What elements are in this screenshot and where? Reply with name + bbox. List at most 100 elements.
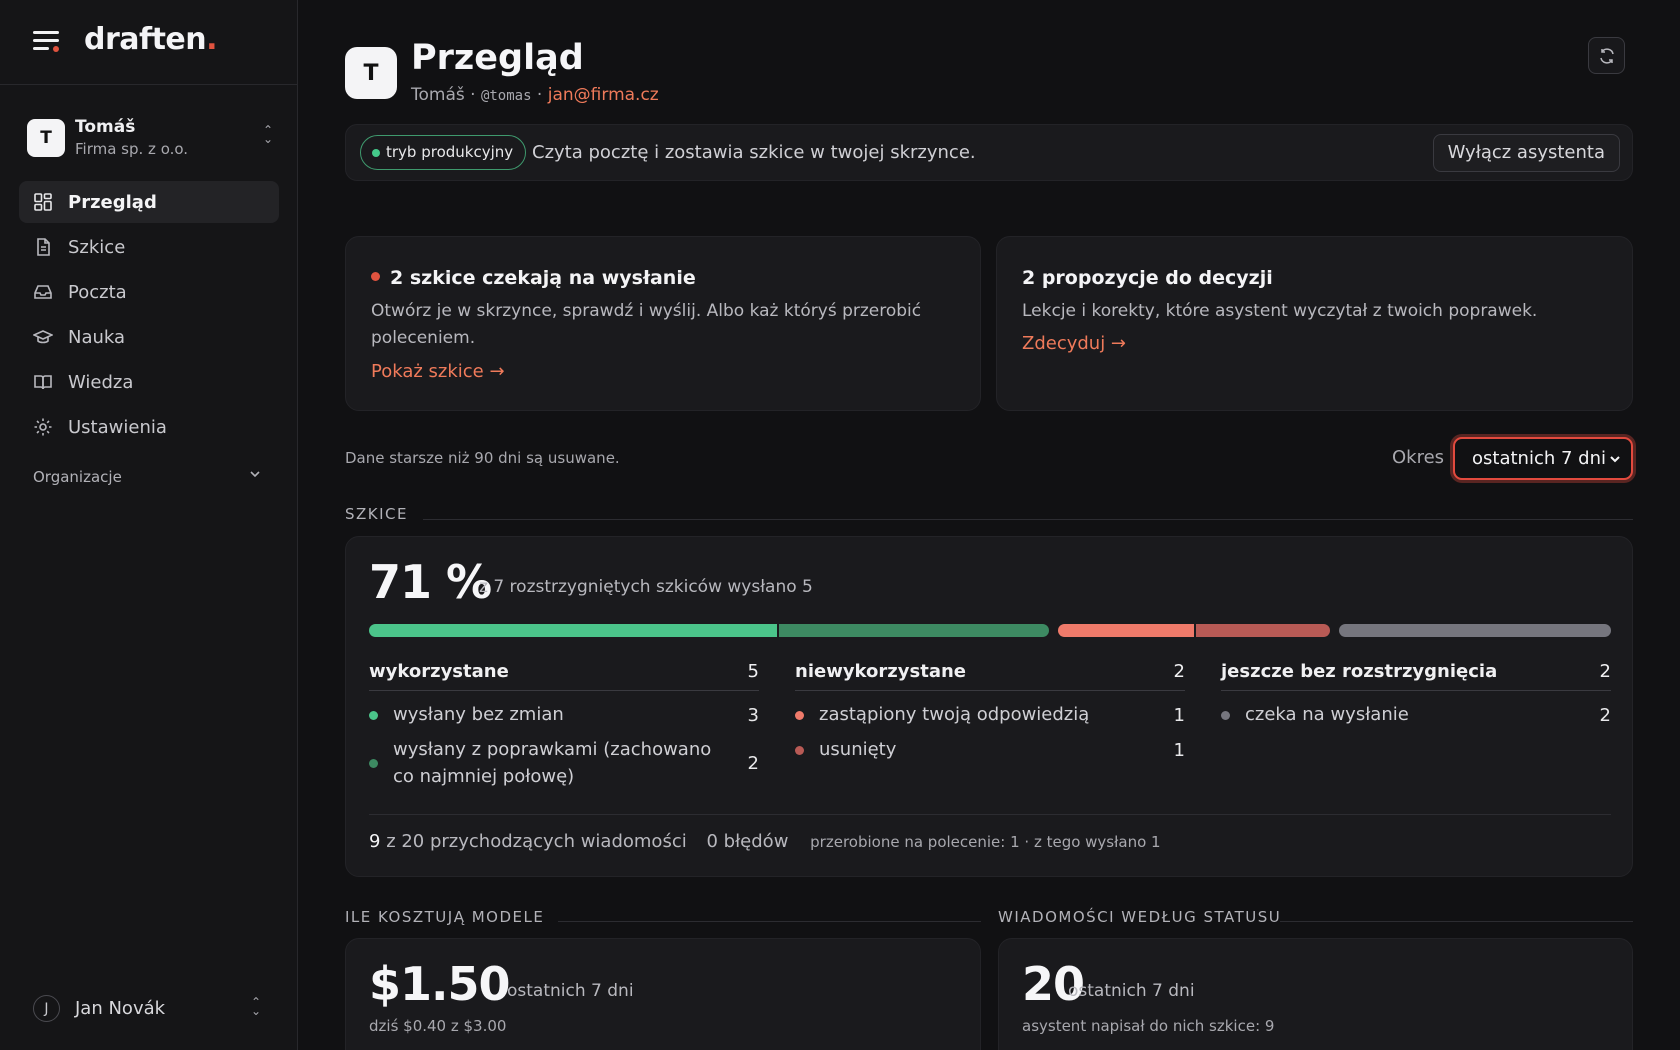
alert-dot bbox=[371, 272, 380, 281]
account-switcher[interactable]: T Tomáš Firma sp. z o.o. ⌃ ⌄ bbox=[27, 117, 275, 161]
bar-segment bbox=[777, 624, 1049, 637]
group-label: niewykorzystane bbox=[795, 661, 966, 682]
group-header: jeszcze bez rozstrzygnięcia 2 bbox=[1221, 658, 1611, 691]
sidebar-item-label: Poczta bbox=[68, 281, 127, 303]
legend-dot bbox=[369, 710, 378, 720]
legend-dot bbox=[1221, 710, 1230, 720]
legend-dot bbox=[795, 710, 804, 720]
sidebar-item-label: Ustawienia bbox=[68, 416, 167, 438]
user-name: Jan Novák bbox=[75, 998, 166, 1019]
account-name: Tomáš bbox=[75, 117, 136, 137]
disable-assistant-button[interactable]: Wyłącz asystenta bbox=[1432, 134, 1620, 172]
legend-dot bbox=[795, 745, 804, 755]
outcome-bar-used bbox=[369, 624, 1049, 637]
profile-handle: @tomas bbox=[480, 88, 532, 104]
cost-today: dziś $0.40 z $3.00 bbox=[369, 1017, 507, 1035]
sidebar-item-label: Wiedza bbox=[68, 371, 134, 393]
sent-percentage: 71 % bbox=[369, 555, 492, 609]
chevron-updown-icon: ⌃ ⌄ bbox=[250, 995, 262, 1018]
chevron-down-icon bbox=[1610, 456, 1620, 463]
notice-title: 2 propozycje do decyzji bbox=[1022, 267, 1273, 289]
chevron-down-icon[interactable] bbox=[248, 467, 262, 481]
sidebar-item-poczta[interactable]: Poczta bbox=[19, 271, 279, 313]
document-icon bbox=[37, 238, 50, 256]
main-content: T Przegląd Tomáš · @tomas · jan@firma.cz… bbox=[345, 0, 1635, 1050]
outcome-group-unused: niewykorzystane 2 zastąpiony twoją odpow… bbox=[795, 658, 1185, 763]
notice-body: Lekcje i korekty, które asystent wyczyta… bbox=[1022, 301, 1538, 321]
profile-avatar: T bbox=[345, 47, 397, 99]
assistant-mode-bar: tryb produkcyjny Czyta pocztę i zostawia… bbox=[345, 124, 1633, 181]
sidebar-item-ustawienia[interactable]: Ustawienia bbox=[19, 406, 279, 448]
incoming-text: z 20 przychodzących wiadomości bbox=[386, 831, 687, 852]
period-selected-value: ostatnich 7 dni bbox=[1472, 448, 1606, 469]
grid-icon bbox=[34, 193, 52, 211]
organizations-toggle[interactable]: Organizacje bbox=[33, 468, 122, 486]
mode-badge: tryb produkcyjny bbox=[360, 135, 527, 170]
outcome-bar-unused bbox=[1058, 624, 1330, 637]
sidebar-item-nauka[interactable]: Nauka bbox=[19, 316, 279, 358]
section-divider bbox=[423, 519, 1633, 520]
period-label: Okres bbox=[1392, 447, 1445, 468]
group-label: jeszcze bez rozstrzygnięcia bbox=[1221, 661, 1498, 682]
group-count: 2 bbox=[1173, 661, 1185, 682]
list-item: czeka na wysłanie 2 bbox=[1221, 701, 1611, 728]
group-label: wykorzystane bbox=[369, 661, 509, 682]
outcome-group-pending: jeszcze bez rozstrzygnięcia 2 czeka na w… bbox=[1221, 658, 1611, 728]
profile-subtitle: Tomáš · @tomas · jan@firma.cz bbox=[411, 85, 659, 105]
account-avatar: T bbox=[27, 119, 65, 157]
group-count: 2 bbox=[1599, 661, 1611, 682]
sidebar-item-label: Nauka bbox=[68, 326, 126, 348]
logo[interactable]: draften. bbox=[84, 22, 218, 57]
group-header: wykorzystane 5 bbox=[369, 658, 759, 691]
profile-email[interactable]: jan@firma.cz bbox=[547, 85, 659, 105]
inbox-icon bbox=[34, 285, 52, 299]
status-section-heading: WIADOMOŚCI WEDŁUG STATUSU bbox=[998, 908, 1282, 926]
menu-icon[interactable] bbox=[33, 31, 59, 53]
drafts-summary-card: 71 % z 7 rozstrzygniętych szkiców wysłan… bbox=[345, 536, 1633, 877]
status-period: ostatnich 7 dni bbox=[1068, 981, 1195, 1001]
bar-segment bbox=[1058, 624, 1194, 637]
proposals-card: 2 propozycje do decyzji Lekcje i korekty… bbox=[996, 236, 1633, 411]
retention-note: Dane starsze niż 90 dni są usuwane. bbox=[345, 449, 620, 467]
legend-dot bbox=[369, 759, 378, 768]
list-item: wysłany z poprawkami (zachowano co najmn… bbox=[369, 736, 759, 790]
list-item: usunięty 1 bbox=[795, 736, 1185, 763]
bar-segment bbox=[1339, 624, 1611, 637]
cost-period: ostatnich 7 dni bbox=[507, 981, 634, 1001]
group-header: niewykorzystane 2 bbox=[795, 658, 1185, 691]
outcome-group-used: wykorzystane 5 wysłany bez zmian 3 wysła… bbox=[369, 658, 759, 790]
incoming-count: 9 bbox=[369, 831, 381, 852]
notice-body: Otwórz je w skrzynce, sprawdź i wyślij. … bbox=[371, 301, 922, 348]
reworked-stats: przerobione na polecenie: 1 · z tego wys… bbox=[810, 833, 1161, 851]
sidebar: draften. T Tomáš Firma sp. z o.o. ⌃ ⌄ Prz… bbox=[0, 0, 298, 1050]
section-divider bbox=[1280, 921, 1633, 922]
cost-card: $1.50 ostatnich 7 dni dziś $0.40 z $3.00 bbox=[345, 938, 981, 1050]
stats-divider bbox=[369, 814, 1611, 815]
graduation-cap-icon bbox=[33, 330, 53, 344]
account-org: Firma sp. z o.o. bbox=[75, 140, 189, 158]
list-item: zastąpiony twoją odpowiedzią 1 bbox=[795, 701, 1185, 728]
cost-section-heading: ILE KOSZTUJĄ MODELE bbox=[345, 908, 545, 926]
decide-link[interactable]: Zdecyduj → bbox=[1022, 333, 1127, 354]
user-menu[interactable]: J Jan Novák ⌃ ⌄ bbox=[33, 995, 263, 1023]
bar-segment bbox=[1194, 624, 1330, 637]
bar-segment bbox=[369, 624, 777, 637]
sidebar-item-szkice[interactable]: Szkice bbox=[19, 226, 279, 268]
sidebar-item-label: Szkice bbox=[68, 236, 126, 258]
gear-icon bbox=[34, 418, 52, 436]
notice-title: 2 szkice czekają na wysłanie bbox=[371, 267, 696, 289]
refresh-button[interactable] bbox=[1588, 37, 1625, 74]
group-count: 5 bbox=[747, 661, 759, 682]
refresh-icon bbox=[1599, 47, 1614, 64]
book-icon bbox=[34, 375, 52, 390]
page-title: Przegląd bbox=[411, 38, 584, 78]
status-card: 20 ostatnich 7 dni asystent napisał do n… bbox=[998, 938, 1633, 1050]
brand-header: draften. bbox=[0, 0, 297, 85]
sidebar-item-wiedza[interactable]: Wiedza bbox=[19, 361, 279, 403]
period-select[interactable]: ostatnich 7 dni bbox=[1453, 437, 1633, 480]
cost-amount: $1.50 bbox=[369, 957, 511, 1011]
profile-name: Tomáš bbox=[411, 85, 465, 105]
show-drafts-link[interactable]: Pokaż szkice → bbox=[371, 361, 505, 382]
sidebar-item-przeglad[interactable]: Przegląd bbox=[19, 181, 279, 223]
chevron-updown-icon: ⌃ ⌄ bbox=[262, 123, 274, 146]
